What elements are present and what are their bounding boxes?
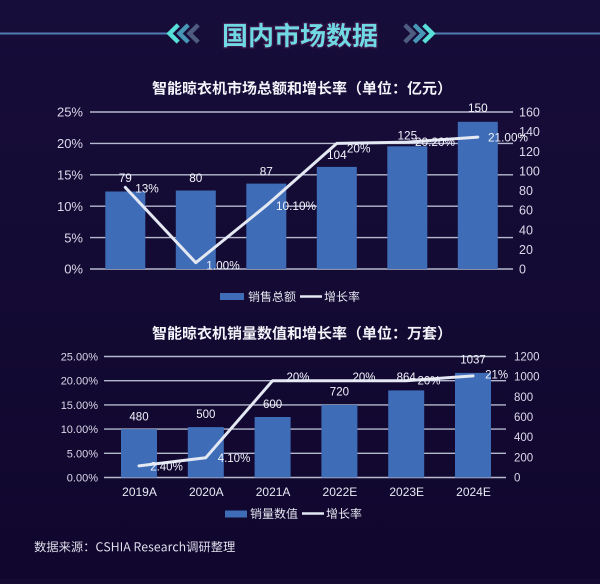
svg-text:10.00%: 10.00%: [61, 424, 99, 436]
svg-text:2020A: 2020A: [189, 485, 224, 499]
svg-text:20%: 20%: [57, 136, 83, 151]
svg-text:5%: 5%: [64, 230, 83, 245]
svg-text:25%: 25%: [57, 105, 83, 120]
svg-text:104: 104: [327, 148, 347, 162]
svg-text:0.00%: 0.00%: [67, 473, 98, 485]
svg-text:10%: 10%: [57, 199, 83, 214]
svg-text:1.00%: 1.00%: [206, 259, 240, 273]
svg-text:160: 160: [519, 106, 540, 120]
svg-text:2022E: 2022E: [323, 485, 358, 499]
svg-text:2021A: 2021A: [256, 485, 291, 499]
svg-text:20%: 20%: [347, 141, 371, 155]
svg-text:15%: 15%: [57, 168, 83, 183]
svg-text:40: 40: [519, 223, 533, 237]
svg-text:600: 600: [263, 399, 282, 411]
svg-text:800: 800: [514, 392, 533, 404]
svg-text:125: 125: [397, 128, 417, 142]
svg-text:20%: 20%: [286, 372, 309, 384]
svg-text:60: 60: [519, 204, 533, 218]
svg-text:600: 600: [514, 412, 533, 424]
svg-text:5.00%: 5.00%: [67, 448, 98, 460]
svg-text:25.00%: 25.00%: [61, 352, 99, 364]
svg-text:0: 0: [514, 473, 520, 485]
svg-text:20.00%: 20.00%: [61, 376, 99, 388]
svg-text:20.20%: 20.20%: [415, 135, 456, 149]
svg-text:140: 140: [519, 125, 540, 139]
svg-text:1200: 1200: [514, 352, 540, 364]
svg-text:480: 480: [129, 411, 148, 423]
svg-text:400: 400: [514, 432, 533, 444]
svg-text:120: 120: [519, 145, 540, 159]
svg-text:15.00%: 15.00%: [61, 400, 99, 412]
svg-text:0%: 0%: [64, 262, 83, 277]
svg-text:20: 20: [519, 243, 533, 257]
svg-text:80: 80: [519, 184, 533, 198]
svg-text:13%: 13%: [135, 181, 159, 195]
svg-text:150: 150: [468, 101, 488, 115]
svg-text:80: 80: [189, 171, 203, 185]
svg-text:2019A: 2019A: [122, 485, 157, 499]
svg-text:500: 500: [196, 409, 215, 421]
svg-text:10.10%: 10.10%: [276, 199, 317, 213]
svg-text:1037: 1037: [460, 355, 486, 367]
svg-text:2024E: 2024E: [456, 485, 491, 499]
svg-text:21.00%: 21.00%: [488, 130, 529, 144]
svg-text:864: 864: [397, 372, 417, 384]
svg-text:21%: 21%: [485, 370, 508, 382]
svg-text:720: 720: [330, 387, 349, 399]
svg-text:87: 87: [260, 164, 273, 178]
svg-text:20%: 20%: [352, 372, 375, 384]
svg-text:200: 200: [514, 452, 533, 464]
svg-text:2.40%: 2.40%: [150, 462, 183, 474]
svg-text:100: 100: [519, 164, 540, 178]
svg-text:1000: 1000: [514, 372, 540, 384]
svg-text:0: 0: [519, 263, 526, 277]
svg-text:79: 79: [119, 171, 132, 185]
svg-text:20%: 20%: [417, 376, 440, 388]
svg-text:4.10%: 4.10%: [218, 453, 251, 465]
svg-text:2023E: 2023E: [389, 485, 424, 499]
